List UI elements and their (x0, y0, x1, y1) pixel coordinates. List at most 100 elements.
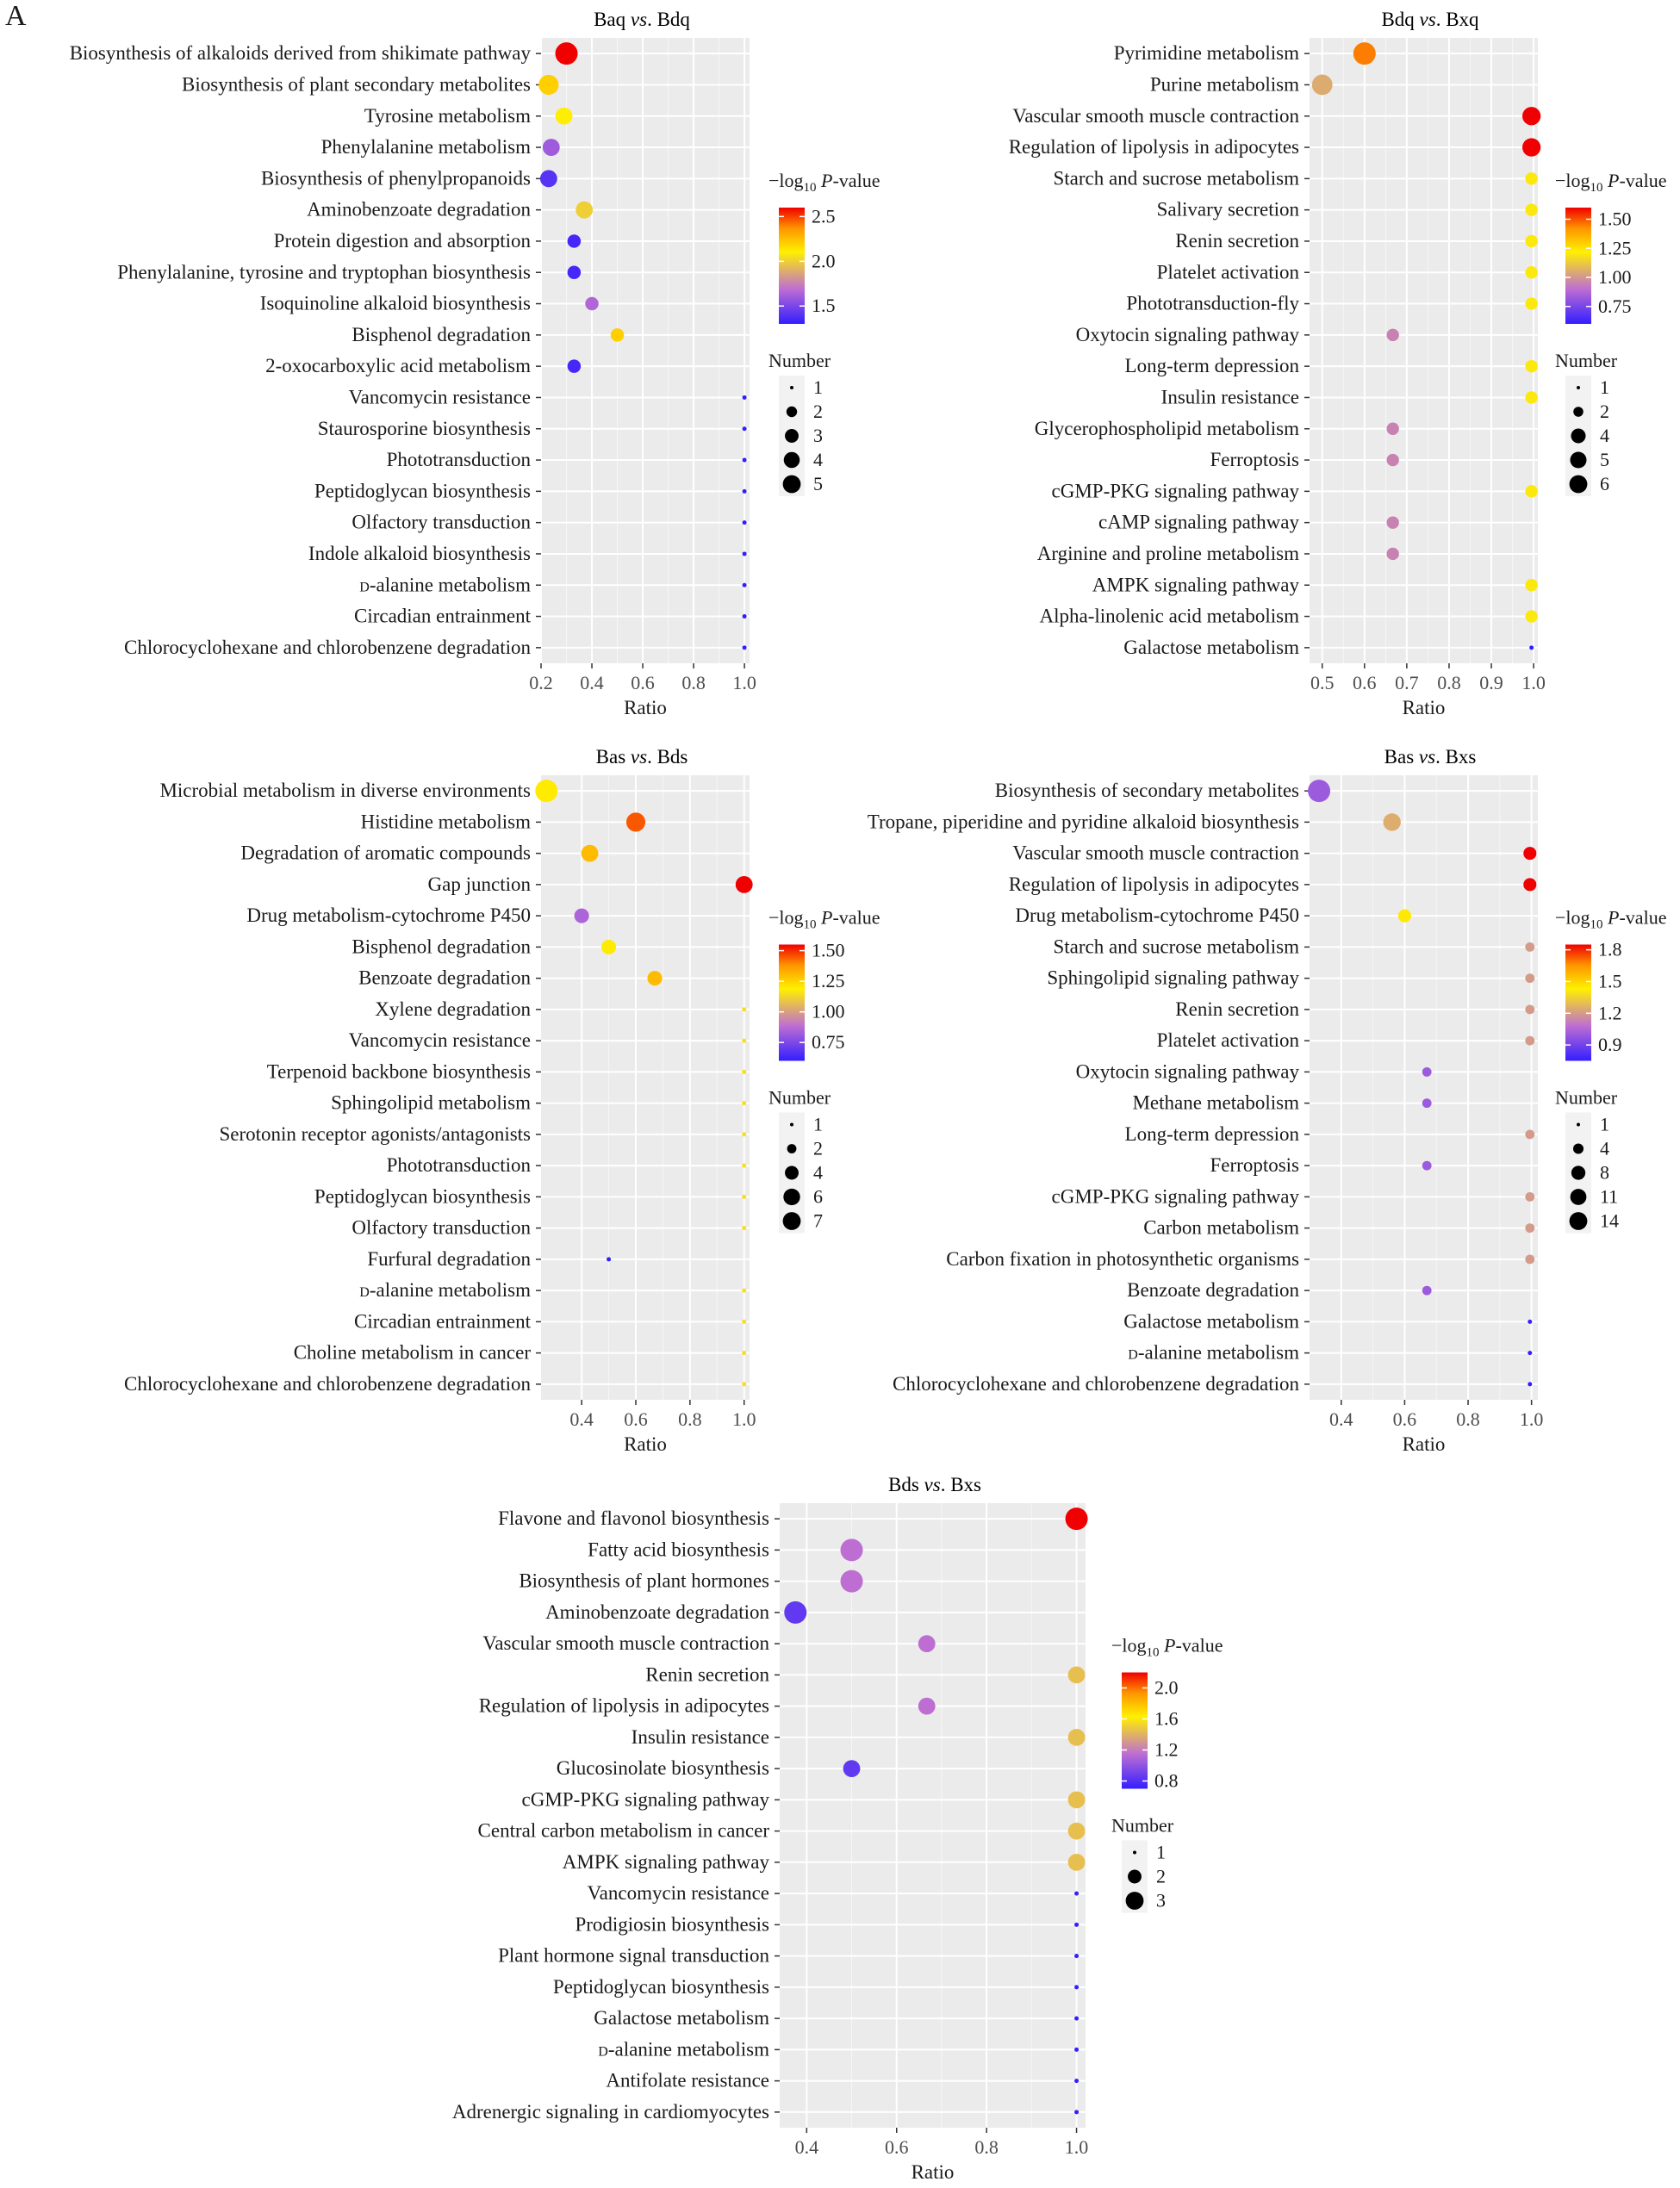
category-label: Benzoate degradation (1127, 1279, 1299, 1301)
data-point (742, 1069, 747, 1074)
category-label: Circadian entrainment (354, 1310, 532, 1332)
category-label: Biosynthesis of phenylpropanoids (261, 167, 531, 189)
category-label: Phototransduction-fly (1126, 293, 1299, 314)
category-label: Olfactory transduction (352, 512, 531, 533)
data-point (647, 971, 663, 986)
category-label: Staurosporine biosynthesis (318, 418, 531, 439)
x-tick-label: 1.0 (1065, 2136, 1089, 2158)
category-label: Xylene degradation (375, 998, 531, 1020)
category-label: Sphingolipid signaling pathway (1047, 967, 1299, 989)
color-scale-bar (779, 208, 805, 324)
data-point (1422, 1098, 1432, 1109)
category-label: AMPK signaling pathway (1092, 574, 1300, 595)
category-label: Drug metabolism-cytochrome P450 (1015, 904, 1299, 926)
category-label: cGMP-PKG signaling pathway (522, 1788, 770, 1810)
size-legend-dot (1570, 451, 1587, 469)
data-point (1386, 422, 1399, 435)
chart-panel-2: Bdq vs. Bxq Pyrimidine metabolism Purine m… (1009, 9, 1667, 718)
data-point (555, 107, 573, 125)
data-point (1065, 1507, 1088, 1531)
x-axis-title: Ratio (624, 1433, 667, 1455)
category-label: Vascular smooth muscle contraction (1012, 105, 1299, 127)
category-label: Drug metabolism-cytochrome P450 (246, 904, 531, 926)
color-scale-bar (1565, 208, 1591, 324)
data-point (1386, 516, 1399, 529)
category-label: AMPK signaling pathway (563, 1851, 770, 1873)
category-label: D-alanine metabolism (1128, 1342, 1299, 1364)
category-label: cGMP-PKG signaling pathway (1052, 1185, 1300, 1207)
category-label: Chlorocyclohexane and chlorobenzene degr… (124, 1373, 531, 1395)
size-legend-dot (1577, 1122, 1580, 1127)
category-label: Renin secretion (1175, 230, 1299, 252)
data-point (1528, 1351, 1533, 1356)
category-label: Galactose metabolism (594, 2007, 769, 2029)
size-legend-label: 2 (813, 401, 823, 422)
chart-title: Bas vs. Bxs (1384, 746, 1477, 768)
data-point (625, 812, 646, 832)
data-point (1525, 1254, 1535, 1265)
color-scale-label: 1.25 (1598, 237, 1632, 258)
chart-panel-4: Bas vs. Bxs Biosynthesis of secondary met… (868, 746, 1667, 1455)
figure-panel-letter: A (5, 0, 27, 32)
size-legend-label: 1 (813, 1114, 823, 1135)
x-tick-label: 0.8 (1437, 672, 1461, 693)
size-legend-dot (1571, 1165, 1586, 1180)
color-legend-title: −log10 P-value (768, 907, 880, 932)
data-point (1525, 973, 1535, 984)
data-point (1528, 1382, 1533, 1387)
x-axis-title: Ratio (1403, 697, 1446, 718)
data-point (918, 1697, 936, 1715)
category-label: Oxytocin signaling pathway (1076, 324, 1300, 345)
category-label: Isoquinoline alkaloid biosynthesis (260, 293, 531, 314)
category-label: Carbon fixation in photosynthetic organi… (946, 1248, 1299, 1270)
data-point (1353, 42, 1376, 65)
size-legend-dot (1128, 1869, 1142, 1884)
category-label: Regulation of lipolysis in adipocytes (1009, 136, 1299, 158)
data-point (742, 1163, 747, 1168)
category-label: Vancomycin resistance (588, 1882, 769, 1904)
size-legend-dot (782, 1212, 801, 1230)
size-legend-dot (1125, 1892, 1144, 1910)
data-point (742, 1132, 747, 1137)
size-legend-label: 4 (1600, 1138, 1609, 1159)
color-scale-label: 2.0 (1154, 1677, 1179, 1699)
chart-panel-1: Baq vs. Bdq Biosynthesis of alkaloids der… (70, 9, 880, 718)
size-legend-dot (790, 1122, 793, 1127)
size-legend-label: 2 (1156, 1866, 1166, 1887)
x-tick-label: 0.6 (624, 1408, 648, 1430)
category-label: Indole alkaloid biosynthesis (308, 543, 531, 564)
color-scale-label: 1.5 (1598, 970, 1622, 991)
data-point (840, 1538, 863, 1562)
plot-background (1310, 775, 1538, 1400)
data-point (1074, 2016, 1080, 2021)
color-legend-title: −log10 P-value (1555, 170, 1666, 195)
category-label: Biosynthesis of plant hormones (519, 1570, 769, 1592)
data-point (742, 1288, 747, 1293)
data-point (1067, 1822, 1086, 1840)
x-tick-label: 0.6 (631, 672, 655, 693)
data-point (1525, 1004, 1535, 1015)
size-legend-label: 6 (813, 1186, 823, 1208)
data-point (742, 395, 747, 400)
data-point (1522, 138, 1541, 157)
category-label: Tyrosine metabolism (364, 105, 531, 127)
data-point (1525, 359, 1538, 373)
data-point (1523, 847, 1537, 861)
color-legend-title: −log10 P-value (1111, 1635, 1223, 1660)
x-tick-label: 0.8 (678, 1408, 702, 1430)
size-legend-title: Number (1555, 350, 1618, 371)
category-label: Bisphenol degradation (352, 935, 531, 957)
plot-background (541, 775, 750, 1400)
plot-background (1310, 38, 1538, 663)
data-point (784, 1601, 807, 1624)
data-point (1525, 172, 1538, 185)
category-label: Prodigiosin biosynthesis (575, 1913, 769, 1935)
category-label: Carbon metabolism (1143, 1217, 1299, 1239)
category-label: Insulin resistance (1161, 386, 1299, 407)
category-label: Antifolate resistance (606, 2070, 769, 2092)
color-scale-label: 2.5 (812, 205, 836, 227)
size-legend-label: 4 (813, 449, 823, 470)
data-point (542, 139, 560, 156)
size-legend-dot (782, 475, 801, 494)
